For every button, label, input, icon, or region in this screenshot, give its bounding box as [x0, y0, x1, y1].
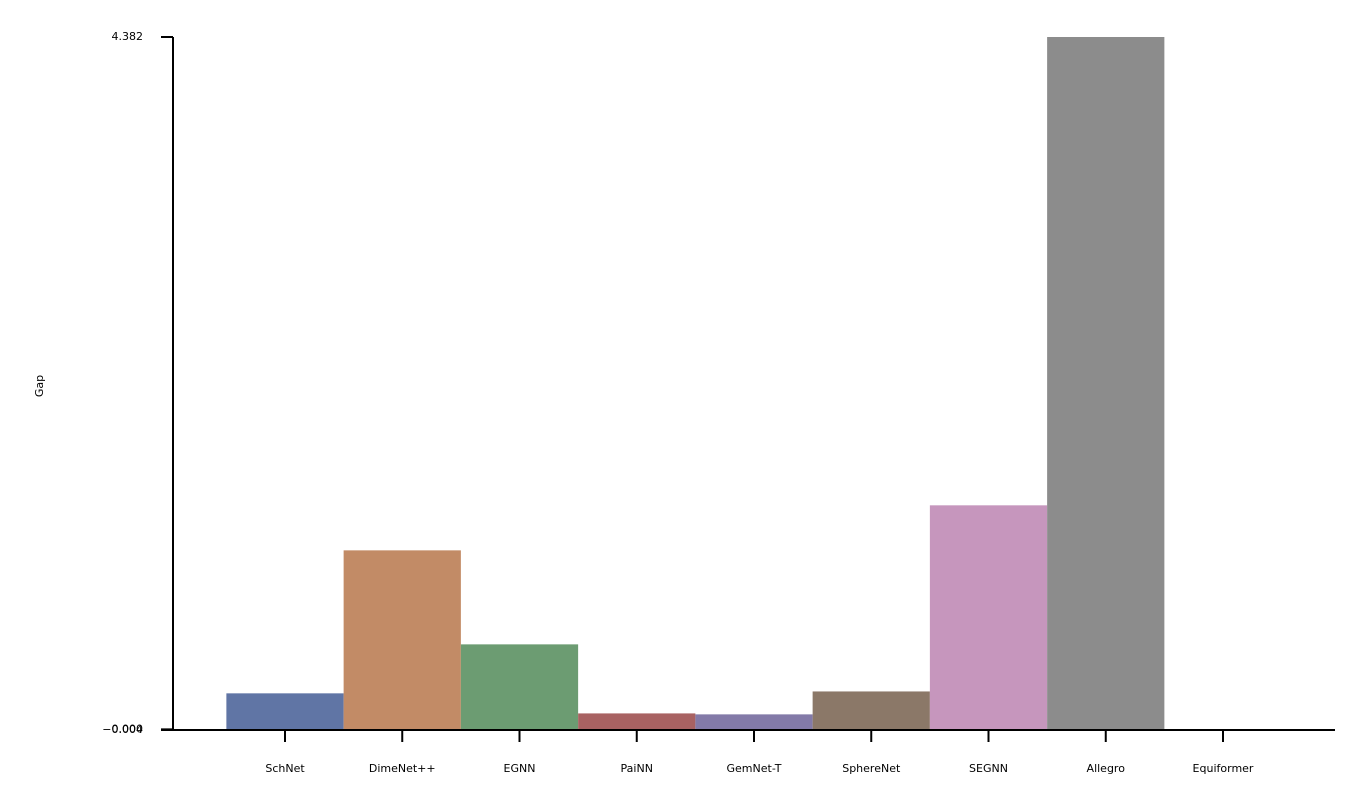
- y-tick-label: −0.004: [102, 723, 143, 736]
- y-tick-label: 4.382: [112, 30, 144, 43]
- x-tick-label: Equiformer: [1193, 762, 1254, 775]
- bar: [578, 713, 696, 730]
- bar: [226, 693, 344, 730]
- y-tick-label: 0.000: [112, 722, 144, 735]
- x-tick-label: EGNN: [504, 762, 536, 775]
- x-tick-label: SphereNet: [842, 762, 901, 775]
- x-tick-label: PaiNN: [621, 762, 653, 775]
- x-tick-label: SEGNN: [969, 762, 1008, 775]
- bar: [695, 714, 813, 730]
- x-tick-label: GemNet-T: [727, 762, 782, 775]
- bar: [929, 505, 1048, 730]
- bar: [460, 644, 579, 730]
- x-tick-label: Allegro: [1087, 762, 1126, 775]
- y-axis-label: Gap: [33, 375, 46, 397]
- x-tick-label: DimeNet++: [369, 762, 436, 775]
- bar: [1047, 37, 1165, 730]
- bar: [812, 691, 930, 730]
- bar: [343, 550, 461, 730]
- x-tick-label: SchNet: [265, 762, 305, 775]
